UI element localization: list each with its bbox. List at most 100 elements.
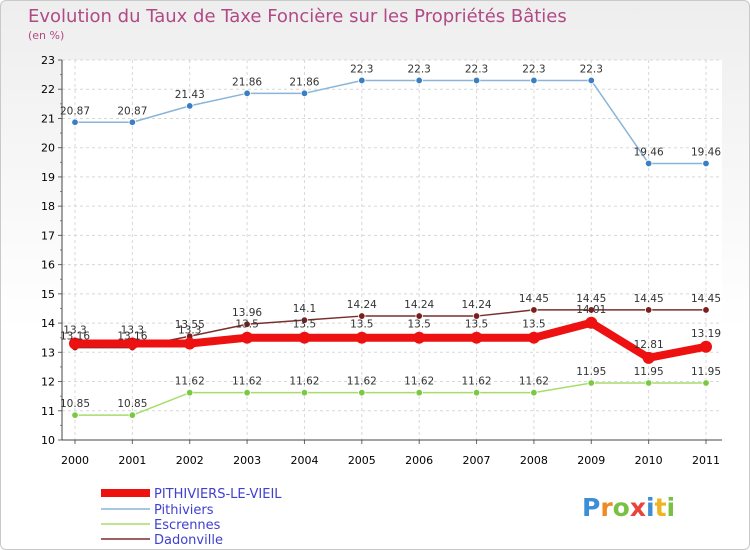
data-point — [472, 388, 481, 397]
logo-letter: t — [655, 493, 667, 522]
data-point — [702, 159, 710, 168]
data-point — [71, 411, 79, 419]
data-label: 14.45 — [691, 293, 721, 305]
data-point — [243, 388, 251, 397]
data-label: 13.5 — [407, 319, 430, 331]
data-label: 11.95 — [691, 366, 721, 378]
data-point — [700, 340, 712, 353]
data-point — [530, 388, 538, 397]
data-label: 11.62 — [347, 376, 377, 388]
y-tick-label: 21 — [41, 112, 55, 125]
data-label: 22.3 — [522, 63, 545, 75]
y-tick-label: 11 — [41, 405, 55, 418]
data-point — [587, 306, 595, 314]
chart-unit-label: (en %) — [28, 29, 65, 42]
data-label: 14.45 — [576, 293, 606, 305]
data-label: 14.1 — [293, 303, 316, 315]
x-tick-label: 2008 — [520, 454, 548, 467]
legend: PITHIVIERS-LE-VIEILPithiviersEscrennesDa… — [101, 487, 282, 548]
x-tick-label: 2003 — [233, 454, 261, 467]
data-label: 21.43 — [175, 89, 205, 101]
data-label: 11.62 — [175, 376, 205, 388]
data-point — [472, 76, 481, 85]
data-point — [300, 89, 309, 98]
data-label: 12.81 — [634, 339, 664, 351]
data-label: 13.5 — [522, 319, 545, 331]
data-label: 21.86 — [232, 76, 262, 88]
logo-letter: x — [630, 493, 646, 522]
data-point — [470, 331, 483, 344]
data-label: 11.62 — [404, 376, 434, 388]
data-point — [358, 312, 366, 320]
data-point — [527, 331, 540, 344]
data-label: 19.46 — [634, 146, 664, 158]
data-label: 20.87 — [117, 105, 147, 117]
x-tick-label: 2011 — [692, 454, 720, 467]
data-point — [644, 306, 653, 314]
data-point — [69, 337, 81, 350]
data-label: 11.62 — [462, 376, 492, 388]
series-line-pithiviers — [75, 79, 706, 165]
data-label: 13.3 — [121, 325, 144, 337]
data-point — [415, 388, 423, 397]
data-point — [702, 306, 710, 314]
x-tick-label: 2007 — [463, 454, 491, 467]
y-tick-label: 20 — [41, 142, 55, 155]
data-label: 11.62 — [519, 376, 549, 388]
data-point — [298, 331, 311, 344]
data-point — [642, 351, 655, 364]
data-point — [128, 411, 137, 419]
data-label: 10.85 — [60, 398, 90, 410]
y-tick-label: 22 — [41, 83, 55, 96]
logo-letter: i — [646, 493, 655, 522]
legend-entry: Escrennes — [154, 518, 221, 533]
logo-text: Proxiti — [582, 493, 675, 522]
data-point — [358, 388, 366, 397]
data-point — [183, 337, 196, 350]
series-line-dadonville — [75, 309, 706, 349]
data-label: 13.5 — [465, 319, 488, 331]
y-tick-label: 16 — [41, 259, 55, 272]
data-point — [186, 102, 194, 110]
y-tick-label: 19 — [41, 171, 55, 184]
data-point — [644, 379, 653, 387]
data-point — [355, 331, 368, 344]
data-label: 22.3 — [407, 63, 430, 75]
y-tick-label: 23 — [41, 54, 55, 67]
data-point — [243, 89, 251, 98]
x-tick-label: 2001 — [118, 454, 146, 467]
y-tick-label: 14 — [41, 317, 55, 330]
data-label: 14.24 — [462, 299, 492, 311]
data-point — [300, 388, 309, 397]
data-point — [71, 118, 79, 126]
data-label: 13.5 — [235, 319, 258, 331]
proxiti-logo: Proxiti — [582, 493, 675, 522]
data-label: 14.45 — [634, 293, 664, 305]
data-point — [126, 337, 139, 350]
data-point — [644, 159, 653, 168]
data-point — [413, 331, 426, 344]
data-label: 11.95 — [576, 366, 606, 378]
y-tick-label: 12 — [41, 376, 55, 389]
data-point — [530, 306, 538, 314]
data-point — [186, 388, 194, 397]
x-tick-label: 2010 — [635, 454, 663, 467]
data-point — [530, 76, 538, 85]
data-label: 20.87 — [60, 105, 90, 117]
x-tick-label: 2009 — [577, 454, 605, 467]
data-label: 10.85 — [117, 398, 147, 410]
data-label: 22.3 — [580, 63, 603, 75]
data-label: 14.24 — [404, 299, 434, 311]
data-point — [472, 312, 481, 320]
data-label: 13.16 — [117, 331, 147, 343]
data-point — [587, 76, 595, 85]
data-label: 19.46 — [691, 146, 721, 158]
data-point — [358, 76, 366, 85]
legend-entry: Pithiviers — [154, 503, 214, 518]
data-label: 22.3 — [465, 63, 488, 75]
data-point — [702, 379, 710, 387]
y-tick-label: 13 — [41, 346, 55, 359]
data-label: 11.62 — [232, 376, 262, 388]
data-label: 13.19 — [691, 328, 721, 340]
logo-letter: o — [613, 493, 630, 522]
